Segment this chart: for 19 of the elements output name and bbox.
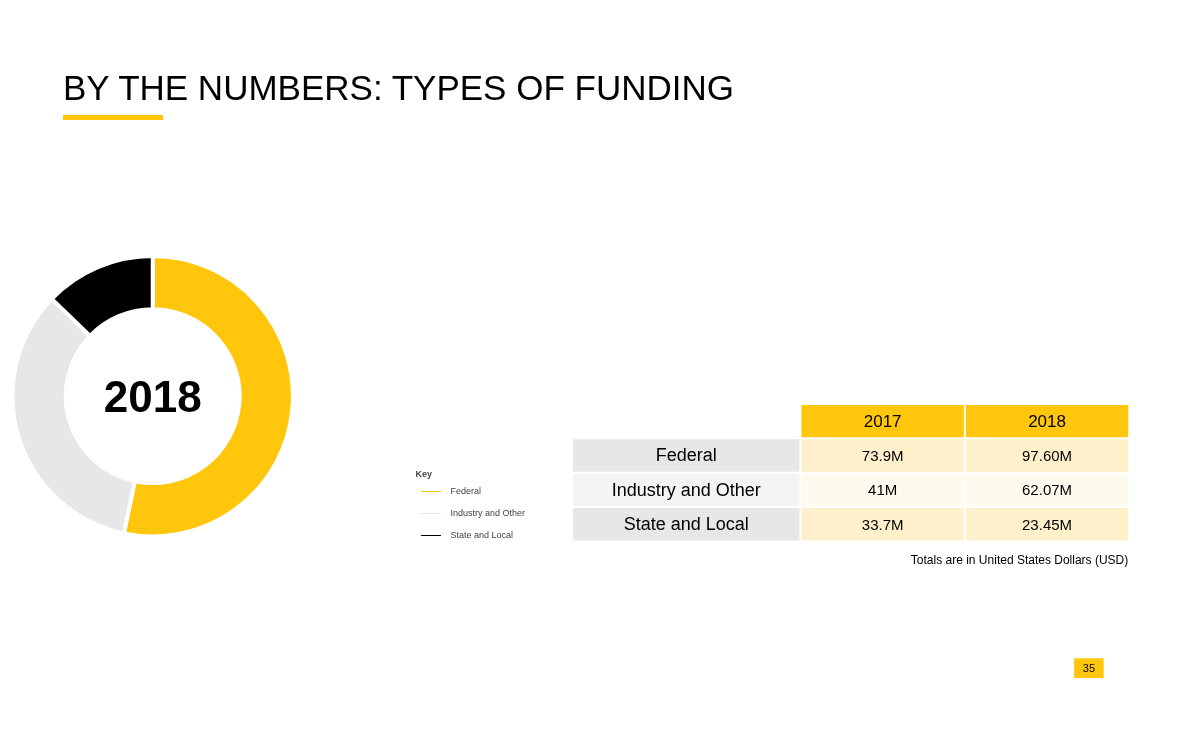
legend-title: Key bbox=[415, 469, 433, 479]
data-label: 62.07M bbox=[1022, 481, 1073, 499]
text: 35 bbox=[1082, 662, 1096, 675]
legend-label: State and Local bbox=[450, 529, 514, 542]
data-label: 97.60M bbox=[1022, 446, 1073, 464]
data-label: 73.9M bbox=[861, 446, 904, 464]
category-label: Industry and Other bbox=[611, 479, 761, 500]
legend-label: Federal bbox=[450, 485, 481, 498]
category-label: Federal bbox=[655, 445, 717, 466]
data-label: 41M bbox=[868, 481, 898, 499]
series-label: 2017 bbox=[863, 412, 902, 432]
category-label: State and Local bbox=[623, 514, 749, 535]
chart-title: BY THE NUMBERS: TYPES OF FUNDING bbox=[62, 67, 734, 109]
text: 2018 bbox=[103, 371, 202, 421]
series-label: 2018 bbox=[1028, 412, 1066, 432]
data-label: 33.7M bbox=[861, 515, 904, 533]
data-label: 23.45M bbox=[1022, 515, 1073, 533]
text: Totals are in United States Dollars (USD) bbox=[910, 553, 1129, 568]
legend-label: Industry and Other bbox=[450, 507, 525, 520]
